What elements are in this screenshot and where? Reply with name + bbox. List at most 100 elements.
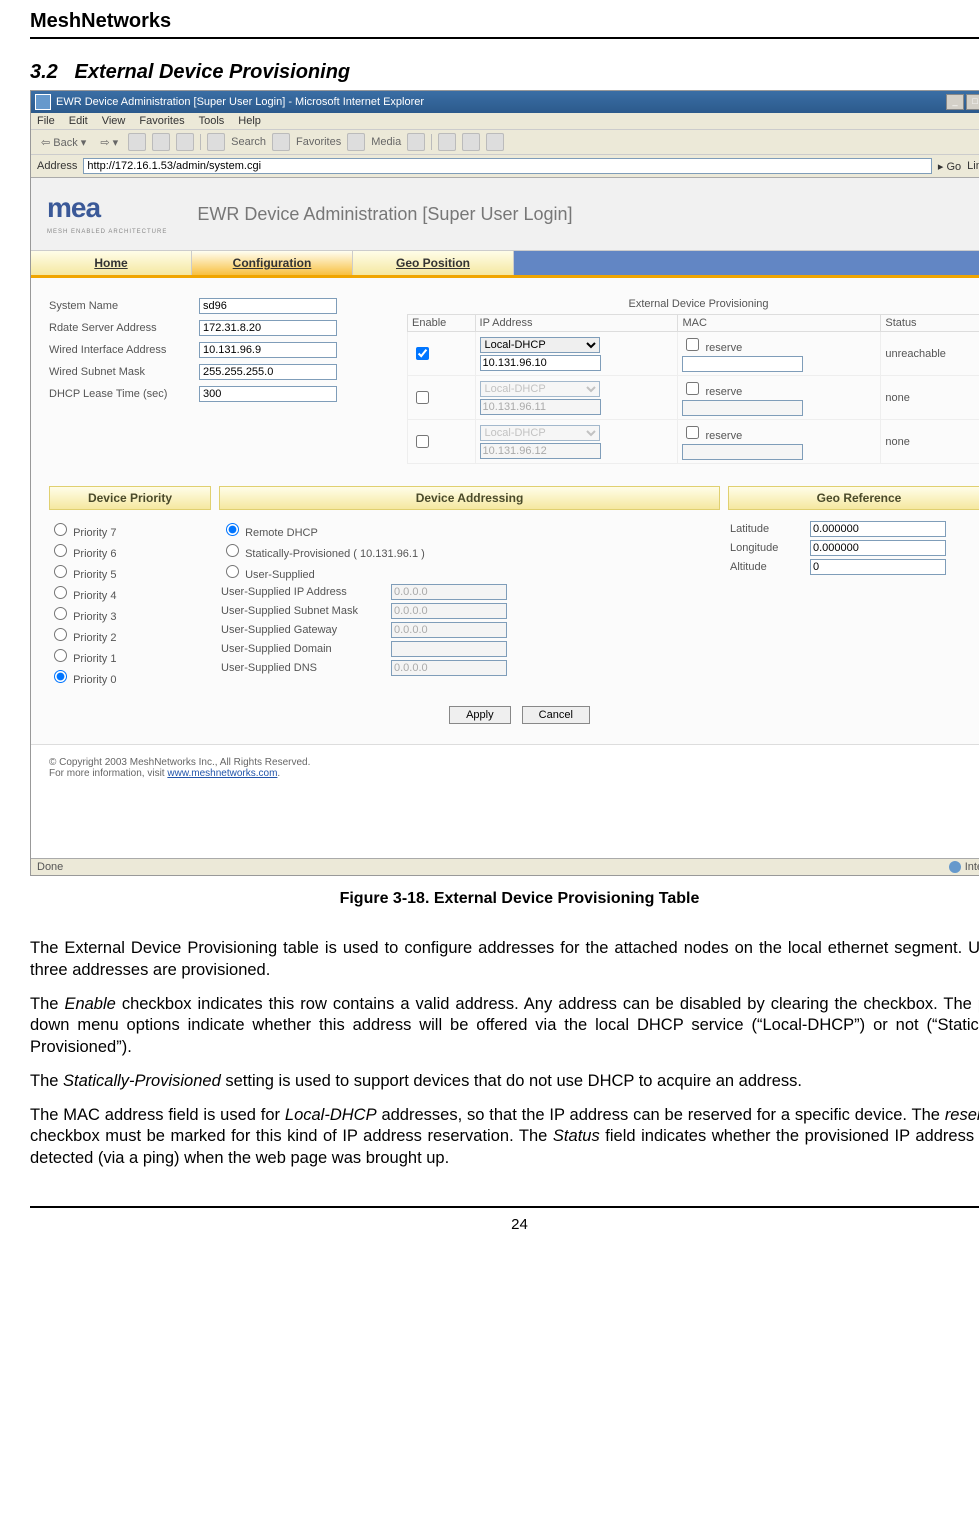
input-system-name[interactable] bbox=[199, 298, 337, 314]
links-label[interactable]: Links » bbox=[967, 160, 979, 172]
radio-user[interactable] bbox=[226, 565, 239, 578]
input-alt[interactable] bbox=[810, 559, 946, 575]
input-dhcp-lease[interactable] bbox=[199, 386, 337, 402]
input-user-mask bbox=[391, 603, 507, 619]
section-title: External Device Provisioning bbox=[74, 61, 350, 83]
media-icon[interactable] bbox=[347, 133, 365, 151]
menu-view[interactable]: View bbox=[102, 115, 126, 127]
figure-caption: Figure 3-18. External Device Provisionin… bbox=[30, 890, 979, 908]
search-icon[interactable] bbox=[207, 133, 225, 151]
input-user-ip bbox=[391, 584, 507, 600]
input-lon[interactable] bbox=[810, 540, 946, 556]
tab-configuration[interactable]: Configuration bbox=[192, 251, 353, 275]
banner-title: EWR Device Administration [Super User Lo… bbox=[197, 204, 572, 225]
ip-input-2 bbox=[480, 443, 601, 459]
menubar: File Edit View Favorites Tools Help bbox=[31, 113, 979, 130]
copyright-footer: © Copyright 2003 MeshNetworks Inc., All … bbox=[31, 744, 979, 791]
edit-icon[interactable] bbox=[486, 133, 504, 151]
go-button[interactable]: ▸ Go bbox=[938, 160, 961, 173]
priority-0[interactable] bbox=[54, 670, 67, 683]
label-rdate: Rdate Server Address bbox=[49, 322, 199, 334]
address-input[interactable] bbox=[83, 158, 932, 174]
ip-input-0[interactable] bbox=[480, 355, 601, 371]
mode-select-0[interactable]: Local-DHCP bbox=[480, 337, 600, 353]
mac-input-2 bbox=[682, 444, 803, 460]
edp-title: External Device Provisioning bbox=[407, 298, 979, 310]
label-user-ip: User-Supplied IP Address bbox=[221, 586, 391, 598]
status-zone: Internet bbox=[965, 861, 979, 873]
priority-4[interactable] bbox=[54, 586, 67, 599]
mac-input-1 bbox=[682, 400, 803, 416]
maximize-button[interactable]: □ bbox=[966, 94, 979, 110]
input-user-dns bbox=[391, 660, 507, 676]
window-title: EWR Device Administration [Super User Lo… bbox=[56, 96, 424, 108]
home-icon[interactable] bbox=[176, 133, 194, 151]
reserve-checkbox-0[interactable] bbox=[686, 338, 699, 351]
favorites-label: Favorites bbox=[296, 136, 341, 148]
input-lat[interactable] bbox=[810, 521, 946, 537]
input-wired-if[interactable] bbox=[199, 342, 337, 358]
enable-checkbox-1[interactable] bbox=[416, 391, 429, 404]
page-content: mea MESH ENABLED ARCHITECTURE EWR Device… bbox=[31, 178, 979, 858]
menu-help[interactable]: Help bbox=[238, 115, 261, 127]
print-icon[interactable] bbox=[462, 133, 480, 151]
favorites-icon[interactable] bbox=[272, 133, 290, 151]
priority-3[interactable] bbox=[54, 607, 67, 620]
mac-input-0[interactable] bbox=[682, 356, 803, 372]
menu-edit[interactable]: Edit bbox=[69, 115, 88, 127]
reserve-checkbox-2[interactable] bbox=[686, 426, 699, 439]
label-user-gw: User-Supplied Gateway bbox=[221, 624, 391, 636]
mode-select-1: Local-DHCP bbox=[480, 381, 600, 397]
priority-1[interactable] bbox=[54, 649, 67, 662]
th-ip: IP Address bbox=[475, 315, 678, 332]
label-wired-if: Wired Interface Address bbox=[49, 344, 199, 356]
logo-sub: MESH ENABLED ARCHITECTURE bbox=[47, 229, 167, 235]
minimize-button[interactable]: _ bbox=[946, 94, 964, 110]
menu-file[interactable]: File bbox=[37, 115, 55, 127]
priority-6[interactable] bbox=[54, 544, 67, 557]
addressing-column: Remote DHCP Statically-Provisioned ( 10.… bbox=[209, 518, 730, 688]
input-rdate[interactable] bbox=[199, 320, 337, 336]
radio-static[interactable] bbox=[226, 544, 239, 557]
status-0: unreachable bbox=[881, 332, 979, 376]
tab-geo[interactable]: Geo Position bbox=[353, 251, 514, 275]
th-status: Status bbox=[881, 315, 979, 332]
statusbar: Done Internet bbox=[31, 858, 979, 875]
menu-favorites[interactable]: Favorites bbox=[139, 115, 184, 127]
edp-row: Local-DHCP reserve unreachable bbox=[408, 332, 979, 376]
edp-table: Enable IP Address MAC Status Local-DHCP … bbox=[407, 314, 979, 464]
link-meshnetworks[interactable]: www.meshnetworks.com bbox=[167, 768, 277, 779]
section-number: 3.2 bbox=[30, 61, 58, 83]
label-lat: Latitude bbox=[730, 523, 810, 535]
priority-2[interactable] bbox=[54, 628, 67, 641]
enable-checkbox-0[interactable] bbox=[416, 347, 429, 360]
address-bar: Address ▸ Go Links » bbox=[31, 155, 979, 178]
tab-home[interactable]: Home bbox=[31, 251, 192, 275]
refresh-icon[interactable] bbox=[152, 133, 170, 151]
apply-button[interactable]: Apply bbox=[449, 706, 511, 724]
stop-icon[interactable] bbox=[128, 133, 146, 151]
history-icon[interactable] bbox=[407, 133, 425, 151]
ie-icon bbox=[35, 94, 51, 110]
reserve-checkbox-1[interactable] bbox=[686, 382, 699, 395]
mail-icon[interactable] bbox=[438, 133, 456, 151]
enable-checkbox-2[interactable] bbox=[416, 435, 429, 448]
forward-button[interactable]: ⇨ ▾ bbox=[96, 135, 122, 150]
address-label: Address bbox=[37, 160, 77, 172]
status-1: none bbox=[881, 376, 979, 420]
input-wired-mask[interactable] bbox=[199, 364, 337, 380]
priority-5[interactable] bbox=[54, 565, 67, 578]
menu-tools[interactable]: Tools bbox=[199, 115, 225, 127]
priority-column: Priority 7 Priority 6 Priority 5 Priorit… bbox=[49, 518, 209, 688]
back-button[interactable]: ⇦ Back ▾ bbox=[37, 135, 90, 150]
label-lon: Longitude bbox=[730, 542, 810, 554]
section-heading: 3.2 External Device Provisioning bbox=[30, 61, 979, 84]
edp-panel: External Device Provisioning Enable IP A… bbox=[407, 298, 979, 464]
sec-geo: Geo Reference bbox=[728, 486, 979, 510]
para-4: The MAC address field is used for Local-… bbox=[30, 1105, 979, 1170]
cancel-button[interactable]: Cancel bbox=[522, 706, 590, 724]
priority-7[interactable] bbox=[54, 523, 67, 536]
media-label: Media bbox=[371, 136, 401, 148]
titlebar: EWR Device Administration [Super User Lo… bbox=[31, 91, 979, 113]
radio-remote-dhcp[interactable] bbox=[226, 523, 239, 536]
